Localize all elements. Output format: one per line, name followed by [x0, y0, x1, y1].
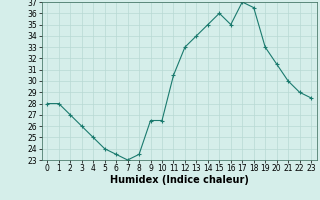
X-axis label: Humidex (Indice chaleur): Humidex (Indice chaleur) [110, 175, 249, 185]
